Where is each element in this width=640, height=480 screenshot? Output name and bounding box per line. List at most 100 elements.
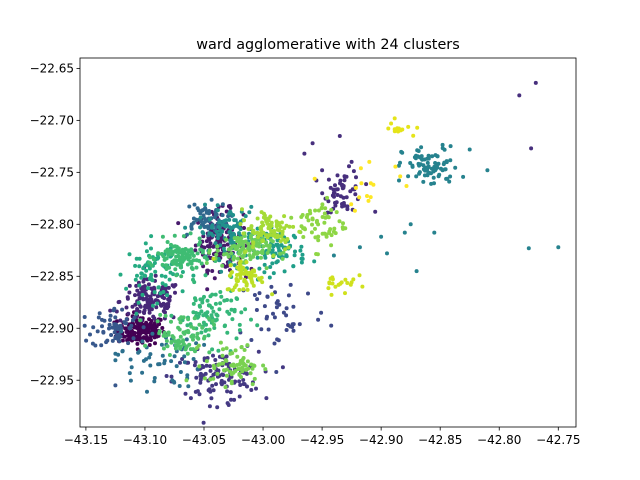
data-point xyxy=(203,202,207,207)
data-point xyxy=(265,251,270,255)
data-point xyxy=(279,243,284,248)
data-point xyxy=(314,252,319,256)
data-point xyxy=(137,333,142,338)
data-point xyxy=(229,397,233,402)
data-point xyxy=(209,231,214,236)
data-point xyxy=(243,249,248,254)
data-point xyxy=(169,359,174,364)
data-point xyxy=(247,210,252,215)
data-point xyxy=(416,149,421,153)
data-point xyxy=(237,322,242,327)
data-point xyxy=(161,254,166,259)
data-point xyxy=(326,215,331,220)
data-point xyxy=(298,248,303,253)
data-point xyxy=(220,222,225,227)
data-point xyxy=(249,277,254,282)
data-point xyxy=(261,215,266,220)
data-point xyxy=(149,286,153,291)
data-point xyxy=(134,283,139,288)
data-point xyxy=(351,277,356,282)
data-point xyxy=(333,183,337,188)
data-point xyxy=(262,270,267,275)
data-point xyxy=(437,172,442,177)
data-point xyxy=(270,248,275,253)
data-point xyxy=(435,165,440,170)
data-point xyxy=(233,369,238,373)
data-point xyxy=(422,173,427,178)
data-point xyxy=(254,238,259,243)
data-point xyxy=(238,263,243,268)
data-point xyxy=(232,397,237,402)
data-point xyxy=(127,283,132,288)
data-point xyxy=(177,255,182,260)
data-point xyxy=(238,266,243,271)
data-point xyxy=(326,286,331,291)
data-point xyxy=(239,310,244,315)
data-point xyxy=(211,309,216,314)
data-point xyxy=(313,208,318,213)
data-point xyxy=(193,389,198,394)
data-point xyxy=(334,187,339,192)
data-point xyxy=(517,93,522,98)
data-point xyxy=(144,328,149,333)
data-point xyxy=(124,286,129,291)
data-point xyxy=(238,222,243,226)
data-point xyxy=(228,206,233,210)
data-point xyxy=(261,363,266,368)
data-point xyxy=(237,231,241,236)
data-point xyxy=(237,394,242,399)
data-point xyxy=(159,273,164,278)
data-point xyxy=(273,290,277,295)
data-point xyxy=(201,234,206,239)
data-point xyxy=(367,159,372,164)
data-point xyxy=(228,369,232,374)
data-point xyxy=(118,272,123,277)
data-point xyxy=(171,272,175,277)
data-point xyxy=(235,363,240,367)
data-point xyxy=(162,302,167,307)
data-point xyxy=(439,166,443,171)
data-point xyxy=(150,278,155,283)
data-point xyxy=(82,323,87,328)
data-point xyxy=(421,163,426,168)
data-point xyxy=(299,244,304,249)
data-point xyxy=(256,231,261,236)
data-point xyxy=(242,218,246,223)
data-point xyxy=(198,377,203,382)
data-point xyxy=(224,361,229,366)
data-point xyxy=(229,381,234,386)
data-point xyxy=(223,264,228,269)
data-point xyxy=(266,327,271,332)
data-point xyxy=(425,160,430,165)
data-point xyxy=(247,248,252,253)
data-point xyxy=(312,259,317,264)
data-point xyxy=(255,297,260,302)
data-point xyxy=(234,283,239,287)
data-point xyxy=(526,246,531,251)
data-point xyxy=(165,344,170,349)
data-point xyxy=(137,256,142,261)
data-point xyxy=(230,288,235,293)
data-point xyxy=(176,221,181,226)
data-point xyxy=(220,263,225,268)
data-point xyxy=(145,389,149,394)
data-point xyxy=(191,273,196,278)
data-point xyxy=(124,305,129,310)
data-point xyxy=(82,315,87,319)
data-point xyxy=(215,208,220,213)
data-point xyxy=(142,311,147,315)
data-point xyxy=(249,388,254,392)
data-point xyxy=(224,346,229,351)
data-point xyxy=(259,327,264,332)
data-point xyxy=(335,173,340,178)
data-point xyxy=(215,248,220,253)
data-point xyxy=(148,321,153,326)
data-point xyxy=(206,333,211,338)
data-point xyxy=(408,161,413,165)
data-point xyxy=(301,226,306,231)
data-point xyxy=(152,376,157,380)
data-point xyxy=(353,185,358,190)
data-point xyxy=(113,315,118,320)
data-point xyxy=(283,240,288,245)
data-point xyxy=(274,305,279,310)
